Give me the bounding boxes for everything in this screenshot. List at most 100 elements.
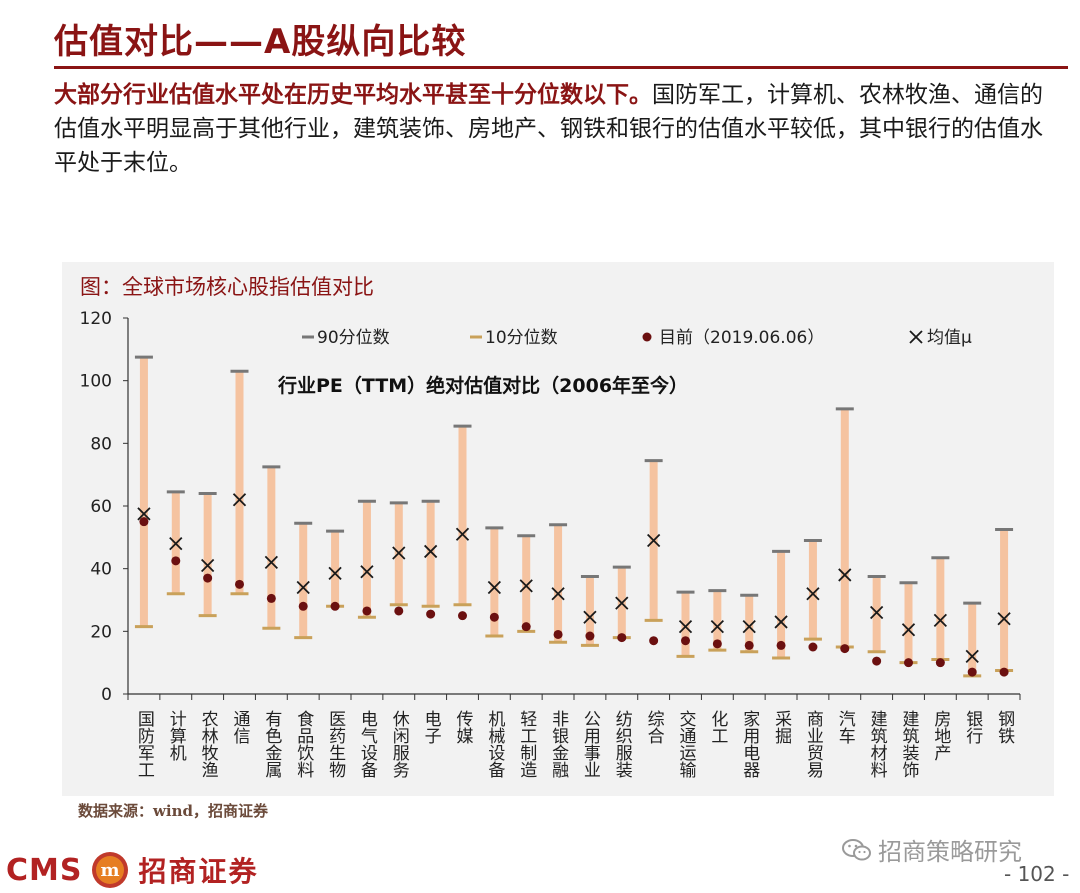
range-bar	[904, 582, 913, 663]
x-category-label: 钢铁	[994, 710, 1015, 744]
current-dot	[298, 601, 308, 611]
current-dot	[617, 633, 627, 643]
y-tick-label: 20	[90, 622, 112, 642]
y-tick-label: 0	[101, 685, 112, 705]
x-category-label: 传媒	[453, 710, 474, 744]
source-note: 数据来源：wind，招商证券	[78, 802, 269, 820]
current-dot	[489, 612, 499, 622]
x-category-label: 交通运输	[676, 710, 697, 779]
x-category-label: 电子	[421, 710, 442, 744]
watermark-text: 招商策略研究	[878, 838, 1022, 866]
x-category-label: 汽车	[835, 710, 856, 744]
current-dot	[266, 593, 276, 603]
x-category-label: 轻工制造	[516, 710, 537, 778]
x-category-label: 农林牧渔	[198, 710, 219, 778]
mean-marker	[678, 619, 693, 634]
range-bar	[1000, 529, 1009, 671]
current-dot	[458, 611, 467, 621]
mean-marker	[232, 493, 247, 507]
range-bar	[840, 408, 849, 647]
x-category-label: 有色金属	[261, 710, 282, 778]
legend-current-label: 目前（2019.06.06）	[659, 328, 824, 348]
x-category-label: 银行	[962, 710, 983, 745]
current-dot	[426, 609, 436, 619]
range-bar	[490, 527, 499, 637]
current-dot	[553, 629, 563, 639]
current-dot	[649, 636, 659, 646]
legend-mean-swatch	[909, 330, 923, 344]
mean-marker	[201, 558, 215, 573]
range-bar	[458, 426, 467, 605]
logo-cms-text: CMS	[6, 852, 83, 888]
current-dot	[904, 658, 913, 668]
range-bar	[267, 466, 276, 629]
range-bar	[777, 551, 786, 658]
x-category-label: 公用事业	[580, 710, 601, 778]
current-dot	[712, 639, 722, 649]
wechat-icon	[842, 838, 872, 862]
y-tick-label: 100	[80, 372, 112, 392]
mean-marker	[774, 615, 788, 629]
chart-caption: 图：全球市场核心股指估值对比	[80, 275, 374, 299]
range-bar	[713, 590, 722, 651]
current-dot	[872, 656, 882, 666]
wechat-watermark: 招商策略研究	[842, 832, 1022, 867]
intro-rest: 国防军工，计算机、农林牧渔、通信的估值水平明显高于其他行业，建筑装饰、房地产、钢…	[54, 82, 1043, 176]
legend-current-swatch	[642, 332, 652, 342]
x-category-label: 电气设备	[357, 710, 378, 778]
mean-marker	[965, 649, 979, 664]
mean-marker	[742, 619, 756, 634]
mean-marker	[519, 579, 533, 593]
current-dot	[681, 636, 690, 646]
current-dot	[139, 517, 149, 527]
logo-cn-text: 招商证券	[138, 855, 259, 888]
current-dot	[776, 640, 786, 650]
title-rule	[54, 66, 1068, 69]
page-number: - 102 -	[1004, 862, 1070, 886]
current-dot	[808, 642, 818, 652]
logo-badge-text: m	[101, 860, 120, 881]
current-dot	[330, 601, 340, 611]
range-bar	[362, 501, 371, 618]
x-category-label: 纺织服装	[612, 710, 633, 778]
current-dot	[840, 644, 850, 654]
mean-marker	[328, 566, 342, 581]
page-title: 估值对比——A股纵向比较	[54, 22, 467, 62]
mean-marker	[392, 546, 406, 560]
y-tick-label: 80	[90, 434, 112, 454]
mean-marker	[487, 580, 501, 595]
range-bar	[331, 531, 340, 607]
mean-marker	[169, 536, 183, 551]
mean-marker	[647, 533, 661, 548]
range-bar	[872, 576, 881, 652]
mean-marker	[615, 596, 629, 610]
mean-marker	[997, 612, 1011, 626]
x-category-label: 综合	[644, 710, 665, 744]
logo-badge-icon: m	[92, 852, 129, 888]
mean-marker	[710, 619, 724, 634]
x-category-label: 食品饮料	[293, 710, 314, 778]
range-bar	[235, 371, 244, 594]
range-bar	[426, 501, 435, 607]
x-category-label: 非银金融	[548, 710, 569, 779]
legend-p10-label: 10分位数	[485, 328, 558, 348]
current-dot	[235, 579, 244, 589]
mean-marker	[360, 565, 374, 579]
x-category-label: 医药生物	[325, 710, 346, 778]
x-category-label: 家用电器	[739, 710, 760, 778]
current-dot	[999, 667, 1009, 677]
mean-marker	[551, 587, 565, 601]
mean-marker	[455, 527, 470, 541]
mean-marker	[901, 623, 916, 637]
x-category-label: 房地产	[930, 710, 951, 761]
x-category-label: 化工	[707, 710, 728, 744]
x-category-label: 采掘	[771, 710, 792, 745]
range-bar	[522, 535, 531, 632]
mean-marker	[870, 605, 884, 620]
current-dot	[935, 658, 945, 668]
range-bar	[299, 523, 308, 638]
current-dot	[744, 640, 754, 650]
range-bar	[203, 493, 212, 616]
legend-p90-label: 90分位数	[317, 328, 390, 348]
mean-marker	[424, 544, 438, 559]
